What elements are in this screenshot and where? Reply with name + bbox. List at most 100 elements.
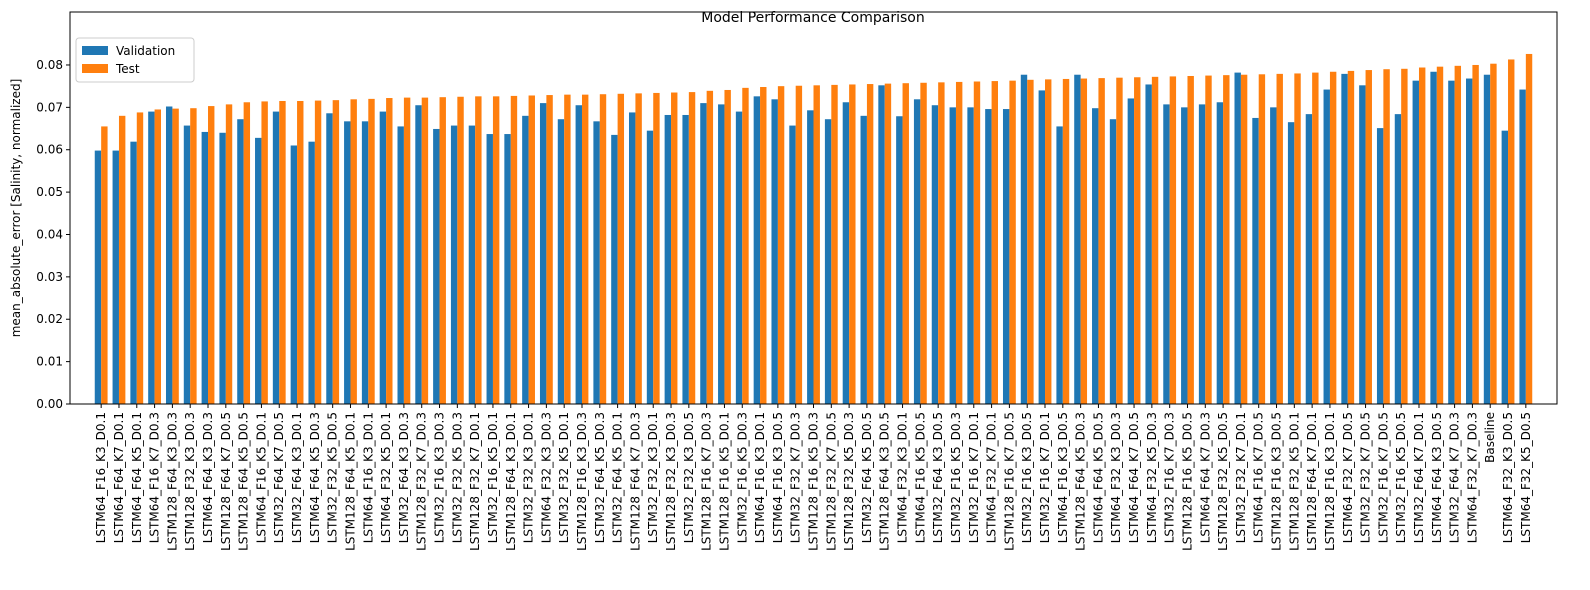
x-tick-label: LSTM32_F32_K5_D0.5 [326, 412, 340, 543]
x-tick-label: LSTM32_F64_K7_D0.1 [1412, 412, 1426, 543]
bar [225, 104, 233, 405]
bar [1448, 80, 1455, 405]
bar [1276, 73, 1283, 404]
bar [1483, 74, 1491, 404]
x-tick-label: LSTM32_F16_K7_D0.1 [967, 412, 981, 543]
bar [183, 125, 191, 405]
x-tick-label: LSTM64_F64_K7_D0.1 [112, 412, 126, 543]
bar [386, 98, 393, 404]
bar [118, 115, 126, 404]
bar [272, 111, 280, 405]
bar [1519, 89, 1526, 404]
bar [973, 81, 981, 404]
bar [611, 134, 618, 405]
x-tick-label: LSTM32_F16_K5_D0.1 [486, 412, 500, 543]
y-tick-label: 0.08 [36, 58, 63, 72]
bar [332, 100, 340, 404]
bar [671, 92, 678, 404]
bar [842, 102, 850, 405]
bar [201, 131, 209, 404]
bar [421, 97, 429, 405]
bar [760, 87, 767, 404]
bar [486, 134, 493, 404]
bar [1401, 68, 1408, 405]
bar [528, 95, 535, 404]
x-tick-label: LSTM128_F32_K7_D0.3 [415, 412, 429, 551]
bar [635, 93, 642, 404]
bar [1098, 78, 1105, 405]
y-tick-label: 0.03 [36, 270, 63, 284]
bar [1312, 72, 1319, 405]
x-tick-label: LSTM64_F32_K7_D0.1 [985, 412, 999, 543]
bar [866, 84, 874, 404]
x-tick-label: LSTM64_F16_K3_D0.1 [94, 412, 108, 543]
bar [991, 81, 998, 405]
bar [1187, 75, 1194, 405]
bar [700, 103, 707, 404]
bar [504, 134, 511, 404]
y-tick-label: 0.02 [36, 312, 63, 326]
bar [1501, 130, 1509, 404]
x-tick-label: LSTM128_F64_K5_D0.3 [1074, 412, 1088, 551]
x-tick-label: LSTM32_F16_K7_D0.3 [1163, 412, 1177, 543]
bar [557, 119, 565, 405]
x-tick-label: LSTM64_F16_K7_D0.5 [1252, 412, 1266, 543]
chart-title: Model Performance Comparison [701, 10, 924, 26]
bar [1109, 119, 1117, 405]
bar [1127, 98, 1135, 404]
bar [706, 90, 714, 404]
x-tick-label: LSTM128_F64_K3_D0.5 [878, 412, 892, 551]
x-tick-label: LSTM64_F64_K3_D0.5 [1430, 412, 1444, 543]
bar [350, 99, 357, 404]
bar [617, 93, 625, 404]
x-tick-label: LSTM32_F32_K3_D0.1 [646, 412, 660, 543]
x-tick-label: LSTM32_F64_K7_D0.5 [272, 412, 286, 543]
bar [1252, 117, 1259, 404]
bar [1092, 108, 1099, 405]
bar [290, 145, 298, 405]
x-tick-label: LSTM128_F16_K7_D0.3 [700, 412, 714, 551]
bar [629, 112, 636, 404]
bar [884, 83, 892, 405]
bar [154, 109, 162, 404]
x-tick-label: LSTM32_F16_K5_D0.5 [1394, 412, 1408, 543]
bar [492, 96, 500, 404]
x-tick-label: LSTM128_F16_K3_D0.1 [1323, 412, 1337, 551]
x-tick-label: LSTM128_F64_K5_D0.1 [343, 412, 357, 551]
bar [724, 89, 731, 404]
bar [1430, 71, 1437, 405]
bar [237, 119, 244, 405]
bar [1234, 72, 1241, 405]
bar [190, 108, 197, 405]
x-tick-label: LSTM32_F32_K5_D0.1 [557, 412, 571, 543]
bar [130, 141, 137, 404]
bar [849, 84, 856, 404]
x-tick-label: LSTM32_F32_K5_D0.3 [450, 412, 464, 543]
bar [593, 121, 600, 405]
bar [646, 130, 654, 404]
bar [1169, 76, 1177, 405]
x-tick-label: LSTM128_F64_K7_D0.1 [1305, 412, 1319, 551]
x-tick-label: LSTM64_F32_K3_D0.3 [1109, 412, 1123, 543]
bar [813, 85, 820, 404]
x-tick-label: LSTM64_F32_K3_D0.5 [1501, 412, 1515, 543]
bar [255, 137, 262, 405]
x-tick-label: Baseline [1483, 412, 1497, 463]
bar [94, 150, 102, 404]
legend-swatch [82, 46, 108, 55]
x-tick-label: LSTM32_F16_K3_D0.3 [433, 412, 447, 543]
legend-swatch [82, 64, 108, 73]
bar [1347, 70, 1355, 404]
bar [831, 84, 838, 404]
bar [279, 100, 286, 404]
bar [967, 107, 974, 404]
bar [475, 96, 482, 404]
bar [1223, 75, 1230, 404]
bar [753, 96, 761, 404]
bar [1145, 84, 1152, 404]
bar [433, 128, 440, 404]
bar [344, 121, 351, 405]
x-tick-label: LSTM128_F32_K5_D0.1 [1287, 412, 1301, 551]
bar [112, 150, 119, 404]
bar [1270, 107, 1277, 404]
